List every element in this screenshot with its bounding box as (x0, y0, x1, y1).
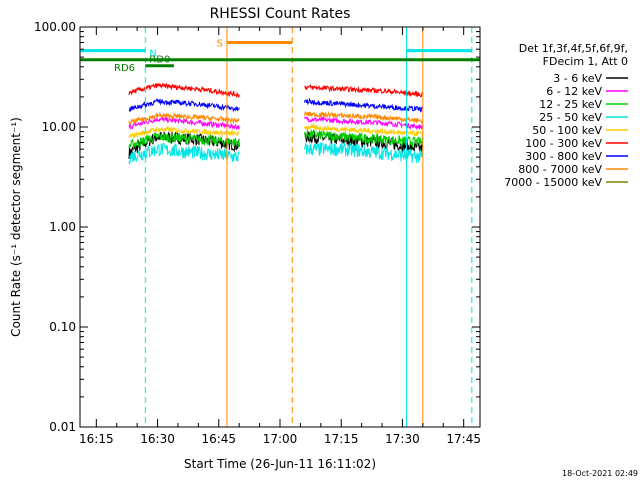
legend-entry: 3 - 6 keV (553, 72, 628, 85)
legend-label: 800 - 7000 keV (518, 163, 602, 176)
legend-label: 50 - 100 keV (532, 124, 602, 137)
legend-entry: 25 - 50 keV (539, 111, 628, 124)
legend-header-line-1: Det 1f,3f,4f,5f,6f,9f, (519, 42, 628, 55)
series-trace (128, 125, 240, 139)
series-trace (304, 123, 423, 137)
series-trace (304, 115, 423, 131)
series-trace (304, 142, 423, 164)
y-tick-label: 0.01 (49, 420, 76, 434)
x-tick-label: 17:00 (263, 432, 298, 446)
legend-entry: 6 - 12 keV (546, 85, 628, 98)
legend-label: 6 - 12 keV (546, 85, 602, 98)
legend-entry: 100 - 300 keV (525, 137, 628, 150)
legend-label: 100 - 300 keV (525, 137, 602, 150)
y-tick-label: 100.00 (34, 20, 76, 34)
x-axis-label: Start Time (26-Jun-11 16:11:02) (184, 457, 376, 471)
annotation-label: S (217, 38, 223, 49)
legend-entry: 7000 - 15000 keV (504, 176, 628, 189)
legend-label: 25 - 50 keV (539, 111, 602, 124)
series-trace (304, 128, 423, 149)
x-tick-label: 16:45 (201, 432, 236, 446)
annotation-label: N (149, 49, 156, 60)
y-tick-label: 1.00 (49, 220, 76, 234)
series-trace (304, 97, 423, 113)
series-800-to-7000kev (128, 110, 423, 127)
legend-entry: 800 - 7000 keV (518, 163, 628, 176)
footer-timestamp: 18-Oct-2021 02:49 (562, 469, 638, 478)
series-trace (128, 111, 240, 127)
legend-entry: 12 - 25 keV (539, 98, 628, 111)
legend-label: 7000 - 15000 keV (504, 176, 602, 189)
series-trace (128, 81, 240, 99)
y-tick-label: 10.00 (42, 120, 76, 134)
series-trace (128, 98, 240, 113)
data-layer (128, 81, 423, 166)
series-trace (304, 110, 423, 124)
x-tick-label: 16:30 (140, 432, 175, 446)
series-50-to-100kev (128, 123, 423, 139)
chart-title: RHESSI Count Rates (210, 6, 351, 22)
annotation-layer: N S RD6 RD0 (80, 38, 480, 74)
series-25-to-50kev (128, 142, 423, 166)
x-tick-label: 17:15 (324, 432, 359, 446)
series-trace (128, 116, 240, 131)
legend-header-line-2: FDecim 1, Att 0 (543, 55, 628, 68)
y-tick-label: 0.10 (49, 320, 76, 334)
tick-layer: 0.01 0.10 1.00 10.00 100.00 16:15 16:30 16:45 17… (34, 20, 481, 446)
series-trace (128, 142, 240, 166)
legend-label: 300 - 800 keV (525, 150, 602, 163)
series-trace (304, 83, 423, 98)
series-6-to-12kev (128, 115, 423, 131)
series-300-to-800kev (128, 97, 423, 113)
x-tick-label: 16:15 (79, 432, 114, 446)
legend-entry: 50 - 100 keV (532, 124, 628, 137)
legend-entry: 300 - 800 keV (525, 150, 628, 163)
series-trace (128, 132, 240, 149)
y-axis-label: Count Rate (s⁻¹ detector segment⁻¹) (9, 117, 23, 337)
annotation-label: RD6 (114, 63, 135, 74)
legend-label: 12 - 25 keV (539, 98, 602, 111)
x-tick-label: 17:45 (446, 432, 481, 446)
legend-label: 3 - 6 keV (553, 72, 602, 85)
annotation-label: RD0 (149, 55, 170, 66)
x-tick-label: 17:30 (385, 432, 420, 446)
series-12-to-25kev (128, 128, 423, 149)
series-100-to-300kev (128, 81, 423, 99)
